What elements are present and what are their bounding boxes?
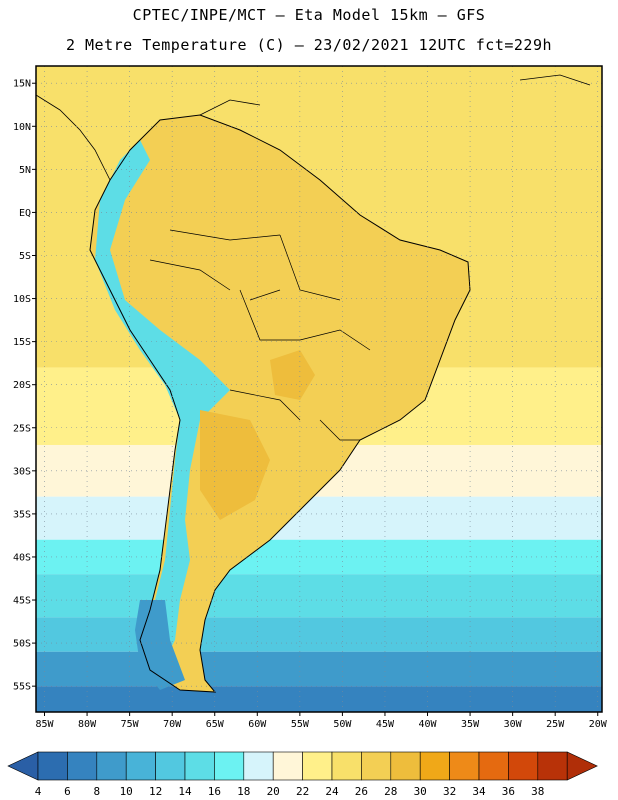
colorbar-swatch <box>302 751 333 781</box>
lat-label: 45S <box>13 596 31 607</box>
colorbar-swatch <box>37 751 68 781</box>
coastlines <box>36 74 591 693</box>
lon-label: 20W <box>589 719 608 730</box>
colorbar-label: 8 <box>93 785 100 798</box>
colorbar-over-arrow <box>566 751 598 781</box>
colorbar-swatch <box>419 751 450 781</box>
lat-label: 5N <box>19 165 31 176</box>
colorbar-swatch <box>125 751 156 781</box>
lon-label: 50W <box>333 719 352 730</box>
andes-cool-strip <box>95 140 230 660</box>
lon-label: 30W <box>504 719 523 730</box>
colorbar-label: 10 <box>120 785 133 798</box>
lon-label: 80W <box>78 719 97 730</box>
lon-label: 75W <box>121 719 140 730</box>
lat-label: 50S <box>13 639 31 650</box>
lon-label: 55W <box>291 719 310 730</box>
colorbar-label: 4 <box>35 785 42 798</box>
lat-label: 40S <box>13 552 31 563</box>
colorbar-label: 6 <box>64 785 71 798</box>
lat-label: 20S <box>13 380 31 391</box>
longitude-labels: 85W 80W 75W 70W 65W 60W 55W 50W 45W 40W 35W 30W 25W 2… <box>35 712 608 730</box>
lat-label: 25S <box>13 423 31 434</box>
ocean-band-8 <box>36 686 602 712</box>
colorbar-swatch <box>537 751 568 781</box>
colorbar-label: 12 <box>149 785 162 798</box>
colorbar-label: 30 <box>414 785 427 798</box>
colorbar-swatch <box>272 751 303 781</box>
colorbar-label: 34 <box>472 785 486 798</box>
colorbar-swatch <box>449 751 480 781</box>
ocean-band-5 <box>36 574 602 618</box>
colorbar-label: 32 <box>443 785 456 798</box>
la-plata-warm-zone <box>200 410 270 520</box>
colorbar-swatch <box>67 751 98 781</box>
ocean-band-3 <box>36 496 602 540</box>
latitude-labels: 15N 10N 5N EQ 5S 10S 15S 20S 25S 30S 35S 40S 45S 50S 5… <box>13 79 36 693</box>
colorbar-label: 14 <box>178 785 192 798</box>
land-temperature-field <box>90 115 470 692</box>
lat-label: 15S <box>13 337 31 348</box>
colorbar-swatch <box>361 751 392 781</box>
colorbar-label: 22 <box>296 785 309 798</box>
colorbar-swatch <box>184 751 215 781</box>
colorbar-label: 38 <box>531 785 544 798</box>
colorbar-label: 24 <box>325 785 339 798</box>
colorbar-swatch <box>96 751 127 781</box>
colorbar-label: 18 <box>237 785 250 798</box>
colorbar-under-arrow <box>7 751 39 781</box>
ocean-band-4 <box>36 539 602 575</box>
lon-label: 35W <box>461 719 480 730</box>
lon-label: 60W <box>248 719 267 730</box>
colorbar-label: 20 <box>267 785 280 798</box>
patagonia-cold-zone <box>135 600 185 690</box>
lat-label: 10N <box>13 122 31 133</box>
colorbar-label: 26 <box>355 785 368 798</box>
ocean-band-6 <box>36 617 602 652</box>
colorbar-label: 16 <box>208 785 221 798</box>
lon-label: 40W <box>418 719 437 730</box>
lat-label: 5S <box>19 251 31 262</box>
lat-label: EQ <box>19 208 31 219</box>
lon-label: 25W <box>546 719 565 730</box>
lat-label: 55S <box>13 682 31 693</box>
colorbar-swatch <box>155 751 186 781</box>
colorbar-swatch <box>331 751 362 781</box>
ocean-band-7 <box>36 651 602 687</box>
lat-label: 15N <box>13 79 31 90</box>
map-subtitle: 2 Metre Temperature (C) – 23/02/2021 12U… <box>65 36 553 54</box>
lat-label: 10S <box>13 294 31 305</box>
colorbar-swatch <box>390 751 421 781</box>
lon-label: 85W <box>35 719 54 730</box>
lon-label: 70W <box>163 719 182 730</box>
colorbar-label: 28 <box>384 785 397 798</box>
map-title: CPTEC/INPE/MCT – Eta Model 15km – GFS <box>132 6 486 24</box>
colorbar-swatch <box>214 751 245 781</box>
lon-label: 65W <box>206 719 225 730</box>
colorbar-label: 36 <box>502 785 515 798</box>
lat-label: 30S <box>13 466 31 477</box>
colorbar-swatch <box>478 751 509 781</box>
lat-label: 35S <box>13 509 31 520</box>
colorbar-swatch <box>508 751 539 781</box>
colorbar: 4 6 8 10 12 14 16 18 20 22 24 26 28 30 32 34 36 38 <box>7 751 598 798</box>
colorbar-swatch <box>243 751 274 781</box>
pantanal-warm-spot <box>270 350 315 400</box>
lon-label: 45W <box>376 719 395 730</box>
map-frame <box>35 65 603 713</box>
